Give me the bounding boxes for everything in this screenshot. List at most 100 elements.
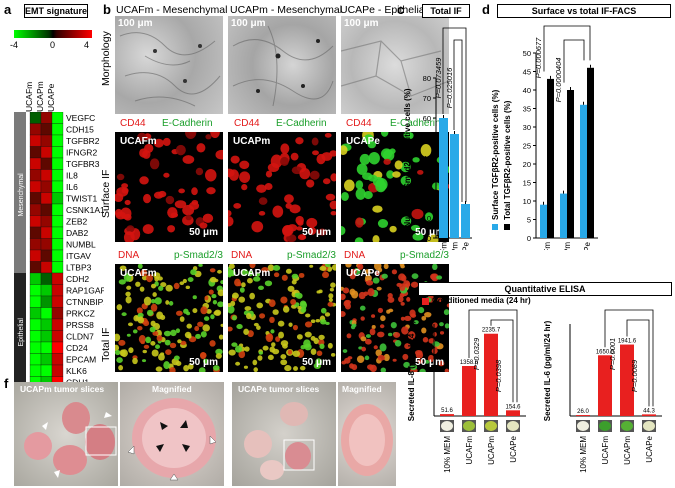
bar [506, 410, 520, 416]
y-tick-label: 60 [423, 114, 431, 123]
heatmap-cell [29, 261, 42, 274]
cell-nucleus [210, 314, 215, 320]
x-tick-label: UCAPm [487, 436, 496, 465]
cell-nucleus [316, 153, 326, 165]
data-label: 26.0 [577, 409, 589, 415]
cell-nucleus [349, 363, 354, 369]
cell-nucleus [253, 367, 258, 372]
cell-nucleus [217, 301, 223, 308]
cell-nucleus [137, 132, 147, 142]
cell-nucleus [315, 319, 321, 323]
cell-nucleus [200, 331, 207, 338]
cell-nucleus [258, 351, 264, 355]
cell-nucleus [432, 264, 438, 271]
cell-nucleus [116, 304, 123, 311]
cell-nucleus [231, 342, 238, 347]
cell-nucleus [293, 366, 299, 371]
cell-nucleus [118, 339, 126, 346]
heatmap-cell [51, 318, 64, 331]
cell-nucleus [231, 315, 237, 321]
channel-label-cd44: CD44 [234, 118, 260, 129]
cell-nucleus [175, 328, 181, 334]
cell-nucleus [154, 297, 162, 305]
cell-nucleus [239, 171, 251, 184]
column-header: UCAPe [46, 83, 56, 112]
cell-nucleus [319, 343, 325, 350]
cell-nucleus [121, 312, 127, 317]
cell-nucleus [367, 364, 374, 370]
cell-nucleus [183, 308, 189, 314]
heatmap-cell [40, 364, 53, 377]
cell-nucleus [137, 325, 143, 331]
cell-nucleus [404, 315, 412, 321]
cell-nucleus [230, 300, 236, 307]
cell-nucleus [359, 305, 366, 311]
cell-nucleus [132, 357, 138, 365]
cell-nucleus [372, 235, 380, 242]
cell-nucleus [233, 203, 242, 209]
heatmap-cell [29, 318, 42, 331]
scale-bar-label: 50 μm [302, 357, 331, 368]
cell-nucleus [186, 323, 192, 329]
morphology-image-ucapm: 100 μm [228, 16, 336, 114]
cell-nucleus [163, 172, 170, 178]
panel-label-f: f [4, 376, 9, 391]
cell-nucleus [377, 307, 384, 314]
cell-nucleus [256, 302, 264, 309]
well [463, 421, 475, 431]
cell-nucleus [228, 349, 236, 356]
fluorescence-texture [341, 132, 449, 242]
cell-nucleus [296, 226, 303, 231]
cell-nucleus [295, 292, 303, 299]
bar [462, 366, 476, 416]
channel-label-psmad: p-Smad2/3 [400, 250, 449, 261]
cell-nucleus [165, 195, 175, 205]
y-tick-label: 20 [423, 194, 431, 203]
cell-nucleus [251, 220, 264, 233]
cell-nucleus [357, 264, 364, 270]
cell-nucleus [377, 331, 385, 338]
cell-nucleus [316, 350, 323, 357]
cell-nucleus [325, 193, 336, 201]
well [599, 421, 611, 431]
cell-nucleus [299, 365, 306, 371]
heatmap-cell [29, 146, 42, 159]
cell-line-label: UCAPe [346, 268, 380, 279]
group-label: Mesenchymal [18, 173, 25, 217]
cell-nucleus [341, 360, 347, 365]
cell-nucleus [380, 315, 386, 322]
cell-nucleus [175, 144, 186, 156]
y-axis-label: Nuclear p-Smad2/3 positive cells (%) [403, 88, 412, 227]
cell-nucleus [295, 137, 304, 145]
cell-texture [119, 32, 221, 107]
cell-nucleus [304, 321, 313, 328]
cell-nucleus [411, 224, 420, 232]
surface-if-image-ucapm: UCAPm 50 μm [228, 132, 336, 242]
cell-nucleus [163, 361, 170, 370]
p-value-label: P=0.0000404 [554, 58, 563, 103]
heatmap-cell [51, 261, 64, 274]
cell-nucleus [280, 143, 290, 154]
cell-nucleus [212, 365, 220, 371]
cell-nucleus [444, 323, 449, 329]
cell-nucleus [163, 330, 172, 337]
y-tick-label: 30 [423, 174, 431, 183]
cell-nucleus [125, 296, 132, 304]
cell-nucleus [256, 325, 261, 330]
cell-nucleus [143, 296, 152, 306]
heatmap-cell [40, 318, 53, 331]
data-label: 51.6 [441, 408, 453, 414]
cell-nucleus [391, 269, 398, 275]
tumor-magnified [127, 398, 217, 481]
cell-nucleus [183, 364, 190, 372]
cell-nucleus [256, 184, 267, 193]
cell-nucleus [208, 289, 214, 295]
scale-mid-label: 0 [50, 40, 56, 50]
x-tick-label: UCAFm [465, 436, 474, 465]
heatmap-cell [40, 272, 53, 285]
cell-nucleus [165, 349, 172, 355]
cell-nucleus [409, 309, 416, 317]
photo-label: Magnified [152, 384, 192, 394]
fluorescence-texture [341, 264, 449, 372]
cell-nucleus [232, 292, 239, 299]
